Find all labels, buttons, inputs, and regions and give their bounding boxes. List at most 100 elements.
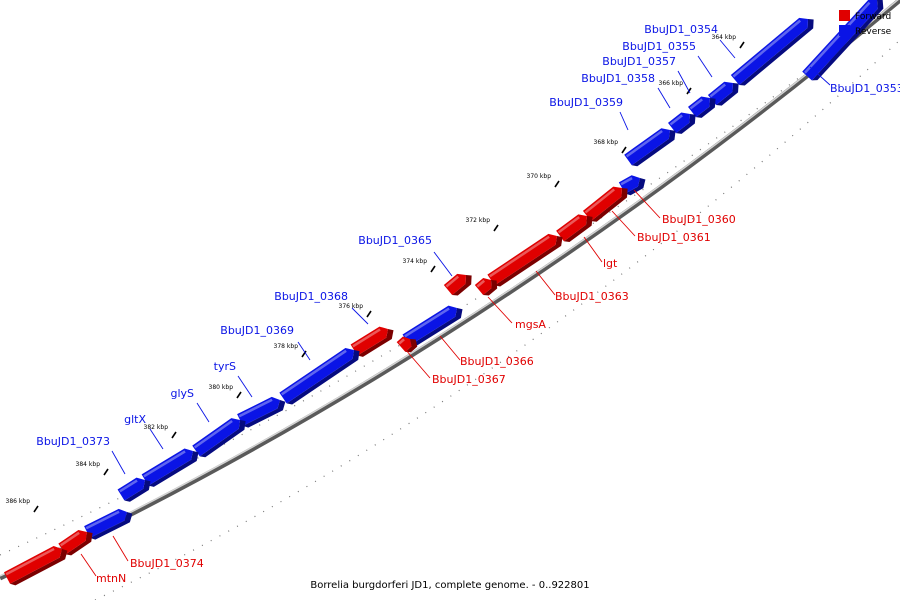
gene-arrow-highlight	[709, 83, 726, 98]
gene-arrow-body	[487, 233, 558, 286]
gene-arrow-highlight	[281, 349, 347, 396]
gene-arrow-depth	[10, 549, 68, 586]
gene-arrow-highlight	[60, 531, 80, 547]
gene-arrow-depth	[675, 113, 696, 134]
gene-glys-label[interactable]: glyS	[170, 387, 194, 400]
gene-bbujd1-0361-leader-line	[611, 210, 636, 237]
gene-arrow-highlight	[584, 188, 615, 214]
gene-arrow-body	[582, 186, 622, 222]
gene-arrow-depth	[494, 236, 563, 287]
gene-arrow-body	[474, 278, 492, 295]
genome-backbone	[0, 0, 900, 581]
gene-bbujd1-0363-label[interactable]: BbuJD1_0363	[555, 290, 629, 303]
backbone-highlight	[0, 0, 899, 577]
gene-mgsa-leader-line	[487, 296, 513, 324]
gene-mtnn-label[interactable]: mtnN	[96, 572, 126, 585]
gene-bbujd1-0354-leader-line	[719, 39, 736, 59]
gene-gltx-arrow[interactable]: gltX	[117, 472, 154, 504]
gene-arrow-highlight	[193, 419, 233, 449]
legend-forward-label: Forward	[855, 12, 891, 22]
gene-arrow-depth	[452, 274, 472, 296]
gene-arrow-depth	[716, 82, 739, 106]
gene-mtnn-arrow[interactable]: mtnN	[3, 541, 70, 587]
gene-lgt-label[interactable]: lgt	[603, 257, 618, 270]
gene-arrow-highlight	[238, 398, 273, 418]
gene-arrow-highlight	[732, 19, 802, 78]
gene-bbujd1-0360-label[interactable]: BbuJD1_0360	[662, 213, 736, 226]
gene-bbujd1-0353-label[interactable]: BbuJD1_0353	[830, 82, 900, 95]
gene-bbujd1-0355-label[interactable]: BbuJD1_0355	[622, 40, 696, 53]
gene-bbujd1-0355-arrow[interactable]: BbuJD1_0355	[688, 90, 720, 120]
gene-bbujd1-0354-label[interactable]: BbuJD1_0354	[644, 23, 718, 36]
gene-bbujd1-0361-arrow[interactable]: BbuJD1_0361	[556, 208, 596, 244]
tick-mark	[554, 180, 560, 188]
tick-label: 364 kbp	[712, 34, 737, 41]
gene-bbujd1-0374-arrow[interactable]: BbuJD1_0374	[58, 524, 96, 557]
gene-bbujd1-0353-arrow[interactable]: BbuJD1_0353	[730, 11, 818, 88]
gene-lgt-arrow[interactable]: lgt	[487, 228, 566, 288]
gene-gltx-leader-line	[149, 428, 164, 450]
gene-bbujd1-0359-label[interactable]: BbuJD1_0359	[549, 96, 623, 109]
gene-bbujd1-0358-label[interactable]: BbuJD1_0358	[581, 72, 655, 85]
gene-arrow-body	[117, 477, 145, 501]
gene-arrow-body	[688, 96, 710, 118]
gene-bbujd1-0368-arrow[interactable]: BbuJD1_0368	[279, 342, 363, 406]
gene-bbujd1-0373-arrow[interactable]: BbuJD1_0373	[84, 504, 135, 541]
gene-arrow-body	[141, 448, 193, 486]
gene-arrow-highlight	[625, 129, 663, 158]
gene-bbujd1-0358-arrow[interactable]: BbuJD1_0358	[624, 122, 679, 168]
gene-bbujd1-0357-arrow[interactable]: BbuJD1_0357	[668, 106, 700, 136]
gene-arrow-body	[58, 529, 88, 555]
gene-tyrs-arrow[interactable]: tyrS	[192, 412, 249, 459]
gene-bbujd1-0373-label[interactable]: BbuJD1_0373	[36, 435, 110, 448]
gene-tyrs-label[interactable]: tyrS	[214, 360, 236, 373]
gene-arrow-body	[84, 508, 127, 538]
legend: Forward Reverse	[839, 10, 892, 37]
inner-guide-line	[94, 39, 900, 600]
gene-bbujd1-0369-leader-line	[297, 341, 311, 361]
gene-bbujd1-0369-label[interactable]: BbuJD1_0369	[220, 324, 294, 337]
gene-arrow-depth	[405, 338, 418, 353]
gene-arrow-depth	[631, 129, 676, 167]
gene-bbujd1-0353-arrow[interactable]: BbuJD1_0353	[802, 0, 887, 83]
gene-arrow-depth	[357, 329, 394, 357]
tick-label: 372 kbp	[466, 217, 491, 224]
gene-arrow-highlight	[85, 510, 120, 530]
gene-bbujd1-0363-leader-line	[535, 270, 556, 296]
gene-bbujd1-0366-label[interactable]: BbuJD1_0366	[460, 355, 534, 368]
gene-bbujd1-0367-label[interactable]: BbuJD1_0367	[432, 373, 506, 386]
tick-label: 374 kbp	[403, 258, 428, 265]
gene-arrow-depth	[148, 450, 199, 487]
gene-arrow-depth	[65, 531, 93, 556]
gene-bbujd1-0357-label[interactable]: BbuJD1_0357	[602, 55, 676, 68]
gene-bbujd1-0374-label[interactable]: BbuJD1_0374	[130, 557, 204, 570]
tick-mark	[103, 468, 109, 476]
gene-arrow-depth	[695, 97, 716, 118]
gene-bbujd1-0366-arrow[interactable]: BbuJD1_0366	[396, 331, 420, 354]
gene-bbujd1-0367-arrow[interactable]: BbuJD1_0367	[350, 321, 397, 359]
gene-bbujd1-0368-label[interactable]: BbuJD1_0368	[274, 290, 348, 303]
gene-gltx-label[interactable]: gltX	[124, 413, 146, 426]
gene-bbujd1-0361-label[interactable]: BbuJD1_0361	[637, 231, 711, 244]
gene-mgsa-label[interactable]: mgsA	[515, 318, 546, 331]
gene-mtnn-leader-line	[80, 553, 97, 577]
tick-label: 382 kbp	[144, 424, 169, 431]
gene-bbujd1-0365-label[interactable]: BbuJD1_0365	[358, 234, 432, 247]
gene-mgsa-arrow[interactable]: mgsA	[443, 267, 476, 298]
tick-label: 384 kbp	[76, 461, 101, 468]
gene-arrow-highlight	[476, 279, 486, 288]
gene-arrow-highlight	[489, 235, 550, 278]
gene-glys-arrow[interactable]: glyS	[141, 443, 202, 489]
gene-bbujd1-0365-leader-line	[433, 251, 453, 277]
gene-bbujd1-0363-arrow[interactable]: BbuJD1_0363	[474, 272, 501, 298]
outer-guide-line	[0, 0, 900, 556]
gene-arrow-body	[556, 214, 587, 242]
gene-arrow-body	[402, 305, 458, 346]
gene-tyrs-leader-line	[237, 375, 253, 398]
gene-bbujd1-0369-arrow[interactable]: BbuJD1_0369	[237, 392, 288, 429]
tick-label: 376 kbp	[339, 303, 364, 310]
gene-bbujd1-0360-arrow[interactable]: BbuJD1_0360	[582, 180, 632, 224]
